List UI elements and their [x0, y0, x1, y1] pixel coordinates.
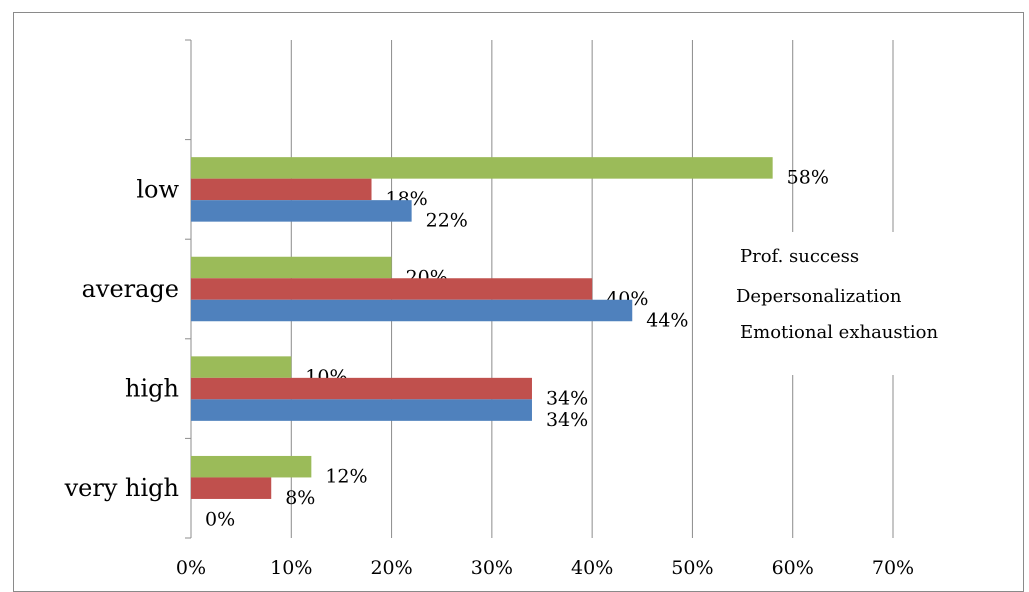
bar	[191, 477, 272, 499]
bar	[191, 278, 593, 300]
data-label: 34%	[546, 387, 588, 409]
bar	[191, 399, 532, 421]
data-label: 8%	[285, 487, 315, 509]
bar	[191, 256, 392, 279]
data-label: 22%	[426, 210, 468, 232]
category-label: average	[82, 275, 179, 303]
bar	[191, 178, 372, 201]
data-label: 58%	[787, 167, 829, 189]
data-label: 44%	[646, 309, 688, 331]
bar	[191, 299, 633, 322]
data-label: 0%	[205, 508, 235, 530]
bar	[191, 157, 773, 179]
bar	[191, 356, 292, 378]
bar	[191, 200, 412, 222]
x-tick-label: 20%	[370, 557, 412, 579]
category-label: high	[125, 375, 179, 403]
bar	[191, 377, 532, 400]
legend-entry: Prof. success	[740, 246, 859, 267]
data-label: 12%	[325, 465, 367, 487]
bar	[191, 455, 312, 478]
x-tick-label: 10%	[270, 557, 312, 579]
category-label: very high	[64, 474, 179, 502]
x-tick-label: 0%	[176, 557, 206, 579]
data-label: 34%	[546, 409, 588, 431]
legend-entry: Depersonalization	[736, 286, 902, 307]
x-tick-label: 40%	[571, 557, 613, 579]
x-tick-label: 70%	[872, 557, 914, 579]
legend-entry: Emotional exhaustion	[740, 322, 938, 343]
x-tick-label: 30%	[471, 557, 513, 579]
x-tick-label: 50%	[671, 557, 713, 579]
category-label: low	[136, 175, 179, 203]
x-tick-label: 60%	[772, 557, 814, 579]
